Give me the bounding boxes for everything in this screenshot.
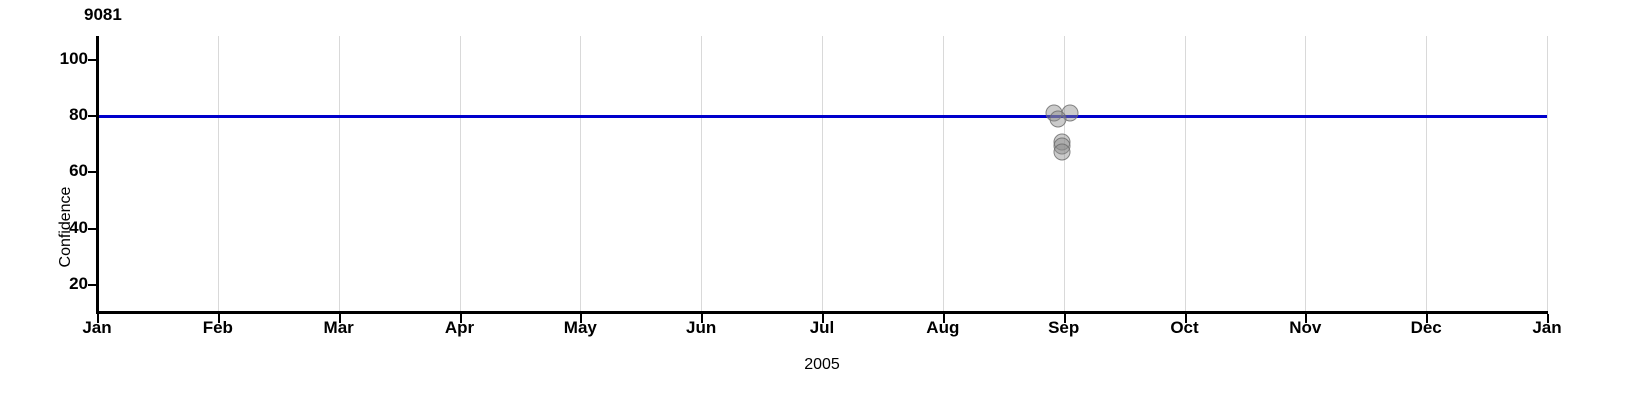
x-axis-tick-label: Oct <box>1170 318 1199 337</box>
x-axis-tick-label: Jan <box>82 318 112 337</box>
gridline-vertical <box>580 36 582 312</box>
x-axis-tick-label: Feb <box>202 318 233 337</box>
x-axis-tick-label: Jan <box>1532 318 1562 337</box>
x-axis-tick-label: Nov <box>1289 318 1322 337</box>
x-axis-tick <box>1305 314 1308 323</box>
x-axis-tick-label: Aug <box>926 318 960 337</box>
data-point-marker[interactable] <box>1049 110 1067 128</box>
x-axis-tick <box>1063 314 1066 323</box>
gridline-vertical <box>1184 36 1186 312</box>
x-axis-tick <box>217 314 220 323</box>
x-axis-tick <box>97 314 99 323</box>
x-axis-tick <box>580 314 583 323</box>
x-axis-title: 2005 <box>804 356 840 373</box>
plot-area <box>97 36 1548 312</box>
x-axis-tick <box>701 314 704 323</box>
y-axis-tick-label: 20 <box>69 273 88 293</box>
x-axis-tick-label: Apr <box>444 318 475 337</box>
gridline-vertical <box>1547 36 1548 312</box>
x-axis-tick-label: Sep <box>1048 318 1080 337</box>
gridline-vertical <box>942 36 944 312</box>
x-axis-tick <box>338 314 341 323</box>
gridline-vertical <box>217 36 219 312</box>
x-axis-tick-label: Dec <box>1410 318 1442 337</box>
gridline-vertical <box>1426 36 1428 312</box>
y-axis-tick-label: 80 <box>69 104 88 124</box>
gridline-vertical <box>1063 36 1065 312</box>
reference-line <box>97 114 1547 118</box>
x-axis-tick-label: Jul <box>809 318 835 337</box>
y-axis-tick-label: 40 <box>69 217 88 237</box>
x-axis-tick <box>459 314 462 323</box>
gridline-vertical <box>1305 36 1307 312</box>
x-axis-tick <box>1184 314 1187 323</box>
gridline-vertical <box>822 36 823 312</box>
x-axis-tick <box>1547 314 1549 323</box>
x-axis-tick-label: May <box>563 318 597 337</box>
y-axis-tick-label: 100 <box>59 48 88 68</box>
y-axis-tick <box>88 114 97 117</box>
x-axis-tick <box>1426 314 1429 323</box>
chart-title: 9081 <box>84 5 122 24</box>
x-axis-tick-label: Jun <box>686 318 717 337</box>
y-axis-tick <box>88 283 97 286</box>
x-axis-line <box>96 311 1548 314</box>
y-axis-tick <box>88 58 97 61</box>
gridline-vertical <box>338 36 340 312</box>
x-axis-tick <box>942 314 945 323</box>
data-point-marker[interactable] <box>1053 143 1071 161</box>
y-axis-tick <box>88 227 97 230</box>
x-axis-tick-label: Mar <box>323 318 354 337</box>
y-axis-line <box>96 36 99 312</box>
x-axis-tick <box>822 314 824 323</box>
gridline-vertical <box>459 36 461 312</box>
y-axis-tick-label: 60 <box>69 161 88 181</box>
gridline-vertical <box>701 36 703 312</box>
y-axis-tick <box>88 171 97 174</box>
